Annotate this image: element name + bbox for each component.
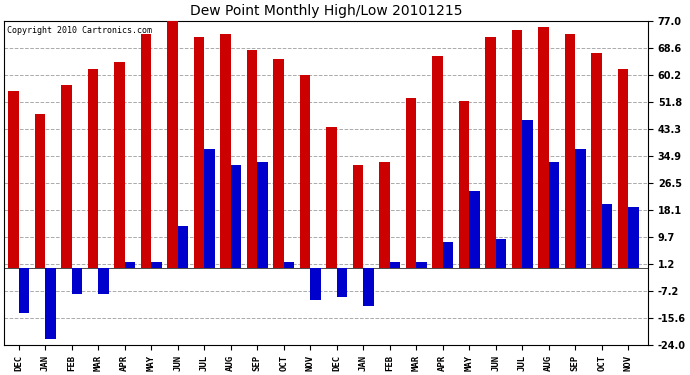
Bar	[390, 261, 400, 268]
Bar	[406, 98, 416, 268]
Bar	[98, 268, 109, 294]
Bar	[8, 92, 19, 268]
Bar	[220, 34, 230, 268]
Bar	[230, 165, 241, 268]
Bar	[178, 226, 188, 268]
Bar	[88, 69, 98, 268]
Bar	[204, 149, 215, 268]
Bar	[151, 261, 162, 268]
Bar	[618, 69, 628, 268]
Bar	[628, 207, 639, 268]
Bar	[363, 268, 374, 306]
Bar	[326, 127, 337, 268]
Bar	[141, 34, 151, 268]
Bar	[416, 261, 427, 268]
Bar	[495, 239, 506, 268]
Bar	[257, 162, 268, 268]
Bar	[299, 75, 310, 268]
Bar	[432, 56, 443, 268]
Bar	[167, 21, 178, 268]
Bar	[512, 30, 522, 268]
Bar	[591, 53, 602, 268]
Bar	[125, 261, 135, 268]
Bar	[284, 261, 295, 268]
Bar	[337, 268, 347, 297]
Bar	[310, 268, 321, 300]
Bar	[246, 50, 257, 268]
Bar	[34, 114, 46, 268]
Bar	[602, 204, 612, 268]
Bar	[114, 63, 125, 268]
Bar	[538, 27, 549, 268]
Bar	[61, 85, 72, 268]
Bar	[564, 34, 575, 268]
Title: Dew Point Monthly High/Low 20101215: Dew Point Monthly High/Low 20101215	[190, 4, 462, 18]
Text: Copyright 2010 Cartronics.com: Copyright 2010 Cartronics.com	[8, 26, 152, 34]
Bar	[469, 191, 480, 268]
Bar	[194, 37, 204, 268]
Bar	[353, 165, 363, 268]
Bar	[273, 59, 284, 268]
Bar	[46, 268, 56, 339]
Bar	[19, 268, 30, 313]
Bar	[575, 149, 586, 268]
Bar	[549, 162, 560, 268]
Bar	[379, 162, 390, 268]
Bar	[72, 268, 82, 294]
Bar	[522, 120, 533, 268]
Bar	[443, 242, 453, 268]
Bar	[485, 37, 495, 268]
Bar	[459, 101, 469, 268]
